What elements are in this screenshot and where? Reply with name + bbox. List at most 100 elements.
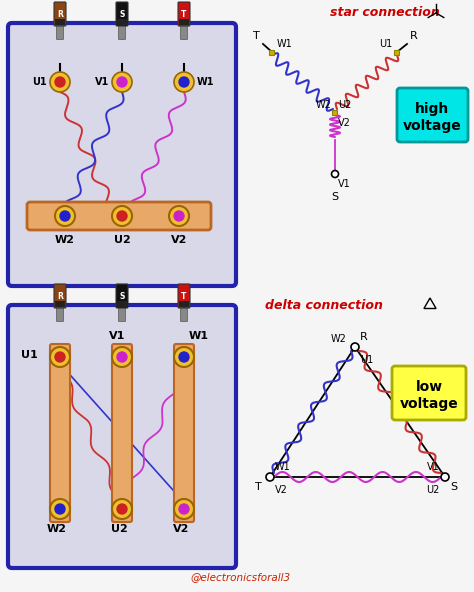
Bar (55, 301, 65, 307)
FancyBboxPatch shape (118, 307, 126, 321)
Circle shape (174, 499, 194, 519)
Circle shape (55, 206, 75, 226)
FancyBboxPatch shape (397, 88, 468, 142)
Bar (179, 19, 189, 25)
Text: T: T (182, 9, 187, 18)
FancyBboxPatch shape (112, 344, 132, 522)
Text: low: low (415, 380, 443, 394)
Bar (270, 50, 274, 54)
Text: U1: U1 (21, 350, 38, 360)
Text: R: R (57, 9, 63, 18)
Text: T: T (182, 291, 187, 301)
FancyBboxPatch shape (181, 307, 188, 321)
Text: W2: W2 (331, 334, 347, 344)
Circle shape (174, 72, 194, 92)
FancyBboxPatch shape (178, 2, 190, 26)
Text: U1: U1 (32, 77, 47, 87)
Text: R: R (57, 291, 63, 301)
Text: V2: V2 (173, 524, 189, 534)
Circle shape (174, 211, 184, 221)
Circle shape (112, 499, 132, 519)
Bar (117, 19, 127, 25)
Text: S: S (119, 9, 125, 18)
FancyBboxPatch shape (178, 284, 190, 308)
Circle shape (55, 352, 65, 362)
Text: U1: U1 (360, 355, 373, 365)
Circle shape (351, 343, 359, 351)
FancyBboxPatch shape (8, 305, 236, 568)
FancyBboxPatch shape (54, 2, 66, 26)
Text: voltage: voltage (400, 397, 458, 411)
Circle shape (112, 206, 132, 226)
Bar (117, 301, 127, 307)
FancyBboxPatch shape (181, 24, 188, 40)
Text: V2: V2 (275, 485, 288, 495)
Text: U2: U2 (427, 485, 440, 495)
Text: U2: U2 (110, 524, 128, 534)
Text: V1: V1 (427, 462, 440, 472)
FancyBboxPatch shape (27, 202, 211, 230)
Text: W2: W2 (55, 235, 75, 245)
Circle shape (55, 77, 65, 87)
Circle shape (112, 347, 132, 367)
Text: W2: W2 (316, 100, 332, 110)
Text: W2: W2 (47, 524, 67, 534)
Circle shape (117, 352, 127, 362)
Bar (394, 50, 400, 54)
Text: T: T (253, 31, 260, 41)
Circle shape (441, 473, 449, 481)
Circle shape (117, 504, 127, 514)
FancyBboxPatch shape (50, 344, 70, 522)
Circle shape (60, 211, 70, 221)
Text: W1: W1 (197, 77, 215, 87)
Text: V2: V2 (338, 118, 351, 128)
Circle shape (117, 77, 127, 87)
Text: R: R (410, 31, 418, 41)
Text: V1: V1 (109, 331, 125, 341)
Circle shape (50, 347, 70, 367)
Text: R: R (360, 332, 368, 342)
Text: V2: V2 (171, 235, 187, 245)
Text: V1: V1 (338, 179, 351, 189)
Text: W1: W1 (189, 331, 209, 341)
Circle shape (50, 499, 70, 519)
Circle shape (174, 347, 194, 367)
Text: W1: W1 (275, 462, 291, 472)
Text: U1: U1 (379, 39, 392, 49)
Circle shape (55, 504, 65, 514)
Circle shape (179, 77, 189, 87)
FancyBboxPatch shape (56, 307, 64, 321)
Circle shape (50, 72, 70, 92)
Text: S: S (331, 192, 338, 202)
Text: voltage: voltage (402, 119, 461, 133)
FancyBboxPatch shape (116, 284, 128, 308)
Text: S: S (119, 291, 125, 301)
Circle shape (169, 206, 189, 226)
FancyBboxPatch shape (116, 2, 128, 26)
Text: star connection: star connection (330, 6, 440, 19)
Circle shape (117, 211, 127, 221)
Text: S: S (450, 482, 457, 492)
Circle shape (112, 72, 132, 92)
FancyBboxPatch shape (118, 24, 126, 40)
Bar (55, 19, 65, 25)
Text: @electronicsforall3: @electronicsforall3 (190, 572, 290, 582)
Circle shape (179, 504, 189, 514)
Text: U2: U2 (338, 100, 351, 110)
Text: T: T (255, 482, 262, 492)
Text: U2: U2 (114, 235, 130, 245)
Bar (179, 301, 189, 307)
Bar (332, 110, 337, 114)
Circle shape (266, 473, 274, 481)
FancyBboxPatch shape (392, 366, 466, 420)
FancyBboxPatch shape (56, 24, 64, 40)
FancyBboxPatch shape (54, 284, 66, 308)
Text: V1: V1 (95, 77, 109, 87)
FancyBboxPatch shape (174, 344, 194, 522)
Circle shape (179, 352, 189, 362)
Text: W1: W1 (277, 39, 293, 49)
Circle shape (331, 170, 338, 178)
Text: delta connection: delta connection (265, 299, 383, 312)
FancyBboxPatch shape (8, 23, 236, 286)
Text: high: high (415, 102, 449, 116)
